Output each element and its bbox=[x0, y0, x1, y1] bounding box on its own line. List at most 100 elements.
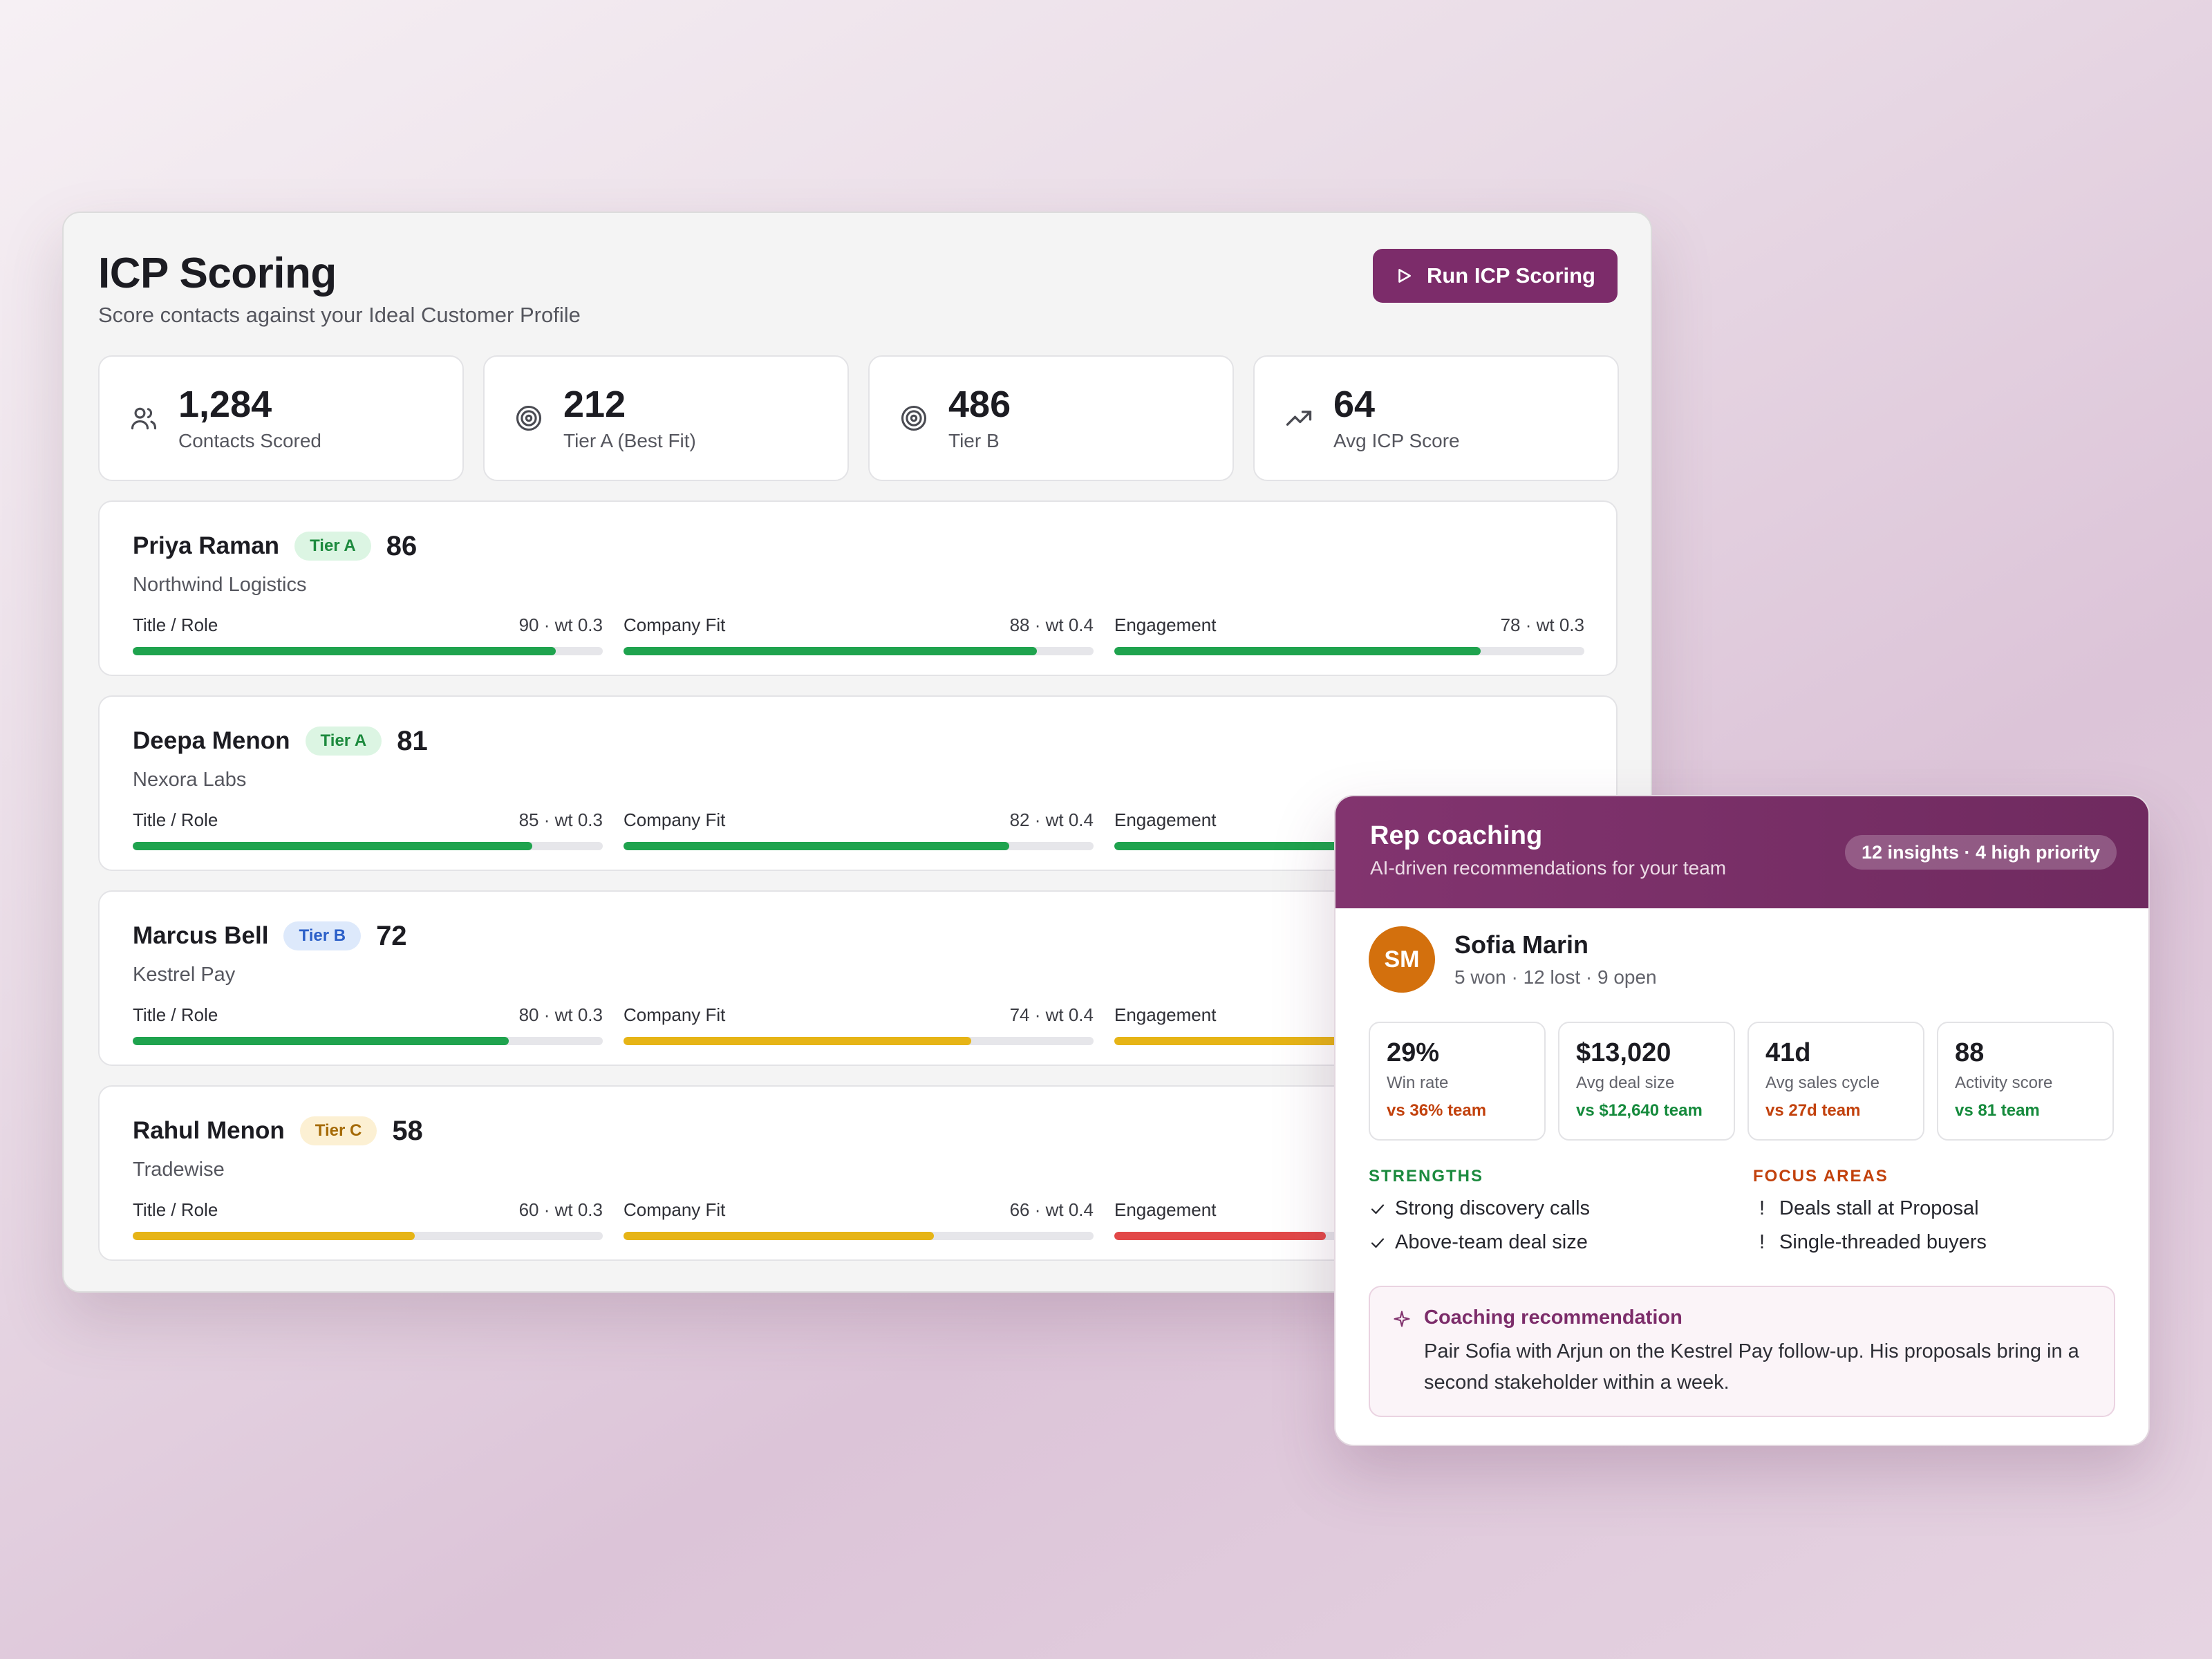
score-bar-fill bbox=[1114, 1232, 1326, 1240]
trending-up-icon bbox=[1286, 411, 1312, 426]
kpi-card-activity-score: 88 Activity score vs 81 team bbox=[1937, 1022, 2114, 1141]
kpi-row: 29% Win rate vs 36% team $13,020 Avg dea… bbox=[1369, 1022, 2114, 1141]
metric-value: 80 · wt 0.3 bbox=[518, 1004, 603, 1025]
tier-badge: Tier A bbox=[305, 727, 382, 756]
score-bar-fill bbox=[1114, 1037, 1406, 1045]
score-bar-fill bbox=[1114, 647, 1481, 655]
page-title: ICP Scoring bbox=[98, 250, 337, 297]
coaching-header: Rep coaching AI-driven recommendations f… bbox=[1335, 796, 2148, 908]
score-bar-fill bbox=[133, 1037, 509, 1045]
metric-label: Company Fit bbox=[624, 809, 726, 830]
strengths-list: STRENGTHS Strong discovery calls Above-t… bbox=[1369, 1167, 1590, 1254]
metric-value: 82 · wt 0.4 bbox=[1009, 809, 1094, 830]
stat-card-avg-icp-score: 64 Avg ICP Score bbox=[1253, 355, 1619, 481]
metric-company-fit: Company Fit 88 · wt 0.4 bbox=[624, 615, 1094, 655]
stat-value: 1,284 bbox=[178, 384, 272, 426]
alert-icon: ! bbox=[1759, 1197, 1765, 1219]
stat-card-tier-a: 212 Tier A (Best Fit) bbox=[483, 355, 849, 481]
kpi-label: Activity score bbox=[1955, 1074, 2053, 1092]
contact-name: Rahul Menon bbox=[133, 1117, 285, 1144]
tier-badge: Tier A bbox=[294, 532, 371, 561]
target-icon bbox=[901, 405, 927, 431]
run-icp-scoring-button[interactable]: Run ICP Scoring bbox=[1373, 249, 1618, 303]
metric-label: Company Fit bbox=[624, 615, 726, 635]
kpi-card-win-rate: 29% Win rate vs 36% team bbox=[1369, 1022, 1546, 1141]
stat-value: 212 bbox=[563, 384, 626, 426]
kpi-value: 41d bbox=[1765, 1038, 1811, 1067]
check-icon bbox=[1369, 1201, 1387, 1217]
metric-label: Engagement bbox=[1114, 1199, 1217, 1220]
contact-company: Kestrel Pay bbox=[133, 964, 236, 986]
metric-title-role: Title / Role 90 · wt 0.3 bbox=[133, 615, 603, 655]
kpi-team-compare: vs 27d team bbox=[1765, 1101, 1861, 1120]
insights-badge[interactable]: 12 insights · 4 high priority bbox=[1844, 835, 2117, 870]
focus-areas-list: FOCUS AREAS ! Deals stall at Proposal ! … bbox=[1753, 1167, 1987, 1254]
rep-profile: SM Sofia Marin 5 won · 12 lost · 9 open bbox=[1369, 926, 1657, 993]
metric-label: Company Fit bbox=[624, 1004, 726, 1025]
alert-icon: ! bbox=[1759, 1231, 1765, 1253]
focus-text: Single-threaded buyers bbox=[1779, 1231, 1987, 1253]
icp-score: 81 bbox=[397, 725, 428, 756]
score-bar bbox=[624, 647, 1094, 655]
score-bar-fill bbox=[624, 647, 1038, 655]
kpi-value: 29% bbox=[1387, 1038, 1440, 1067]
kpi-team-compare: vs 36% team bbox=[1387, 1101, 1487, 1120]
stat-value: 64 bbox=[1333, 384, 1376, 426]
score-bar bbox=[133, 647, 603, 655]
strength-item: Strong discovery calls bbox=[1369, 1197, 1590, 1220]
stat-card-contacts-scored: 1,284 Contacts Scored bbox=[98, 355, 464, 481]
rep-coaching-panel: Rep coaching AI-driven recommendations f… bbox=[1334, 795, 2150, 1446]
metric-value: 78 · wt 0.3 bbox=[1500, 615, 1584, 635]
check-icon bbox=[1369, 1235, 1387, 1251]
score-bar-fill bbox=[133, 1232, 415, 1240]
play-icon bbox=[1398, 269, 1411, 283]
stat-label: Tier B bbox=[948, 429, 1000, 451]
icp-score: 86 bbox=[386, 530, 418, 561]
score-breakdown: Title / Role 60 · wt 0.3 Company Fit 66 · … bbox=[133, 1199, 1584, 1240]
strength-item: Above-team deal size bbox=[1369, 1231, 1590, 1254]
contact-card[interactable]: Priya Raman Tier A 86 Northwind Logistic… bbox=[98, 500, 1618, 676]
kpi-label: Avg deal size bbox=[1576, 1074, 1675, 1092]
score-bar bbox=[624, 842, 1094, 850]
contact-company: Tradewise bbox=[133, 1159, 225, 1181]
metric-title-role: Title / Role 80 · wt 0.3 bbox=[133, 1004, 603, 1045]
metric-label: Title / Role bbox=[133, 1004, 218, 1025]
metric-value: 88 · wt 0.4 bbox=[1009, 615, 1094, 635]
contact-company: Nexora Labs bbox=[133, 769, 247, 791]
focus-item: ! Single-threaded buyers bbox=[1753, 1231, 1987, 1254]
metric-label: Title / Role bbox=[133, 1199, 218, 1220]
coaching-title: Rep coaching bbox=[1370, 821, 1543, 850]
coaching-recommendation: Coaching recommendation Pair Sofia with … bbox=[1369, 1286, 2115, 1417]
score-breakdown: Title / Role 90 · wt 0.3 Company Fit 88 · … bbox=[133, 615, 1584, 655]
metric-title-role: Title / Role 60 · wt 0.3 bbox=[133, 1199, 603, 1240]
kpi-team-compare: vs 81 team bbox=[1955, 1101, 2040, 1120]
stat-label: Contacts Scored bbox=[178, 429, 321, 451]
strength-text: Above-team deal size bbox=[1395, 1231, 1588, 1253]
score-bar-fill bbox=[133, 842, 532, 850]
metric-engagement: Engagement 78 · wt 0.3 bbox=[1114, 615, 1584, 655]
score-breakdown: Title / Role 80 · wt 0.3 Company Fit 74 · … bbox=[133, 1004, 1584, 1045]
metric-company-fit: Company Fit 74 · wt 0.4 bbox=[624, 1004, 1094, 1045]
stat-label: Avg ICP Score bbox=[1333, 429, 1460, 451]
kpi-team-compare: vs $12,640 team bbox=[1576, 1101, 1703, 1120]
kpi-card-avg-sales-cycle: 41d Avg sales cycle vs 27d team bbox=[1747, 1022, 1924, 1141]
score-bar bbox=[624, 1232, 1094, 1240]
contact-name: Priya Raman bbox=[133, 532, 280, 559]
stats-row: 1,284 Contacts Scored 212 Tier A (Best F… bbox=[98, 355, 1619, 481]
metric-value: 66 · wt 0.4 bbox=[1009, 1199, 1094, 1220]
score-bar bbox=[133, 842, 603, 850]
score-bar bbox=[133, 1037, 603, 1045]
kpi-card-avg-deal-size: $13,020 Avg deal size vs $12,640 team bbox=[1558, 1022, 1735, 1141]
contact-company: Northwind Logistics bbox=[133, 574, 307, 596]
contact-name: Marcus Bell bbox=[133, 922, 269, 949]
sparkle-icon bbox=[1394, 1311, 1410, 1327]
tier-badge: Tier B bbox=[283, 921, 362, 950]
page-subtitle: Score contacts against your Ideal Custom… bbox=[98, 303, 581, 327]
metric-label: Title / Role bbox=[133, 615, 218, 635]
kpi-label: Avg sales cycle bbox=[1765, 1074, 1880, 1092]
coaching-subtitle: AI-driven recommendations for your team bbox=[1370, 857, 1727, 879]
score-bar bbox=[133, 1232, 603, 1240]
metric-title-role: Title / Role 85 · wt 0.3 bbox=[133, 809, 603, 850]
avatar: SM bbox=[1369, 926, 1435, 993]
kpi-label: Win rate bbox=[1387, 1074, 1449, 1092]
